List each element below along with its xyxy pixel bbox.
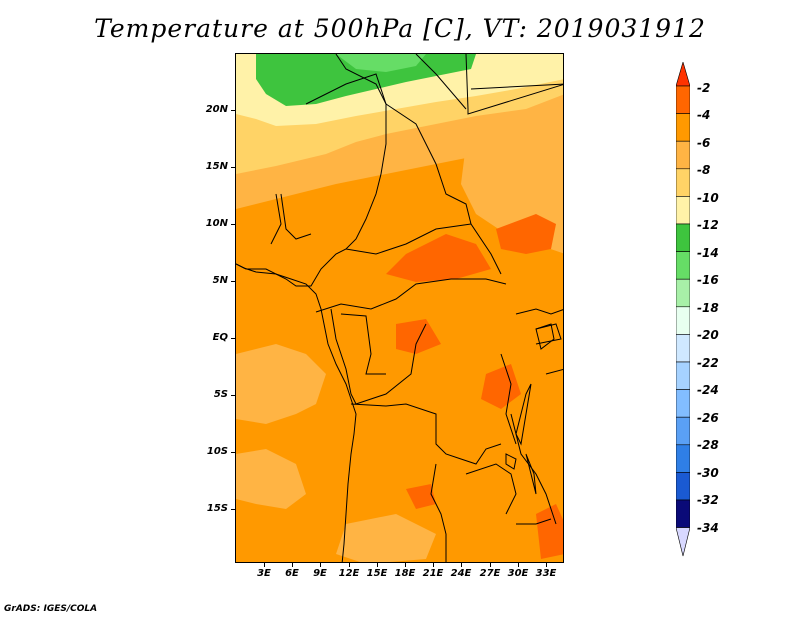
ytick-mark-20n (231, 110, 235, 111)
xtick-mark-33e (546, 563, 547, 567)
cbar-label-minus-28: -28 (697, 438, 719, 452)
xtick-15e: 15E (366, 568, 388, 579)
cbar-label-minus-12: -12 (697, 218, 719, 232)
colorbar-seg-minus-8 (676, 140, 690, 170)
chart-title: Temperature at 500hPa [C], VT: 201903191… (94, 14, 706, 43)
xtick-18e: 18E (394, 568, 416, 579)
cbar-label-minus-6: -6 (697, 136, 711, 150)
cbar-label-minus-26: -26 (697, 411, 719, 425)
cbar-label-minus-20: -20 (697, 328, 719, 342)
band-minus-4-2 (496, 214, 556, 254)
ytick-15n: 15N (205, 161, 228, 172)
colorbar-seg-minus-32 (676, 472, 690, 501)
band-minus-4-4 (481, 364, 521, 409)
temperature-map (235, 53, 564, 563)
coastline (236, 263, 357, 562)
colorbar-bottom-arrow (676, 527, 690, 557)
xtick-9e: 9E (313, 568, 327, 579)
map-canvas (236, 54, 563, 562)
band-minus-4-6 (406, 484, 436, 509)
xtick-mark-21e (433, 563, 434, 567)
xtick-6e: 6E (285, 568, 299, 579)
xtick-21e: 21E (422, 568, 444, 579)
colorbar-seg-minus-20 (676, 306, 690, 335)
cbar-label-minus-4: -4 (697, 108, 711, 122)
band-minus-4-1 (386, 234, 491, 282)
ytick-mark-15s (231, 509, 235, 510)
colorbar-top-arrow (676, 62, 690, 87)
cbar-label-minus-32: -32 (697, 493, 719, 507)
xtick-mark-12e (349, 563, 350, 567)
xtick-mark-27e (490, 563, 491, 567)
cbar-label-minus-22: -22 (697, 356, 719, 370)
xtick-mark-30e (518, 563, 519, 567)
colorbar-seg-minus-24 (676, 361, 690, 390)
band-minus-4-5 (536, 504, 563, 559)
ytick-10n: 10N (205, 218, 228, 229)
band-minus-8-south-2 (236, 449, 306, 509)
colorbar-seg-minus-16 (676, 251, 690, 280)
colorbar-seg-minus-18 (676, 278, 690, 308)
ytick-10s: 10S (206, 446, 228, 457)
cbar-label-minus-24: -24 (697, 383, 719, 397)
colorbar (676, 62, 690, 557)
ytick-mark-eq (231, 338, 235, 339)
xtick-33e: 33E (535, 568, 557, 579)
lakes (505, 323, 555, 495)
xtick-mark-18e (405, 563, 406, 567)
cbar-label-minus-34: -34 (697, 521, 719, 535)
ytick-eq: EQ (212, 332, 228, 343)
cbar-label-minus-30: -30 (697, 466, 719, 480)
ytick-mark-10s (231, 452, 235, 453)
xtick-mark-24e (461, 563, 462, 567)
cbar-label-minus-2: -2 (697, 81, 711, 95)
colorbar-seg-minus-14 (676, 223, 690, 252)
xtick-mark-3e (264, 563, 265, 567)
xtick-24e: 24E (450, 568, 472, 579)
cbar-label-minus-18: -18 (697, 301, 719, 315)
xtick-27e: 27E (479, 568, 501, 579)
ytick-mark-15n (231, 167, 235, 168)
band-minus-8-south-1 (236, 344, 326, 424)
cbar-label-minus-14: -14 (697, 246, 719, 260)
country-borders (236, 54, 563, 562)
colorbar-seg-minus-34 (676, 499, 690, 528)
ytick-20n: 20N (205, 104, 228, 115)
cbar-label-minus-16: -16 (697, 273, 719, 287)
xtick-3e: 3E (257, 568, 271, 579)
xtick-30e: 30E (507, 568, 529, 579)
cbar-label-minus-8: -8 (697, 163, 711, 177)
colorbar-seg-minus-6 (676, 113, 690, 142)
cbar-label-minus-10: -10 (697, 191, 719, 205)
band-minus-6-south (336, 514, 436, 562)
ytick-15s: 15S (206, 503, 228, 514)
colorbar-seg-minus-12 (676, 196, 690, 225)
ytick-mark-10n (231, 224, 235, 225)
xtick-mark-6e (292, 563, 293, 567)
ytick-mark-5n (231, 281, 235, 282)
colorbar-seg-minus-4 (676, 85, 690, 114)
band-minus-14b (336, 54, 426, 72)
band-minus-4-3 (396, 319, 441, 354)
xtick-mark-15e (377, 563, 378, 567)
ytick-5s: 5S (213, 389, 228, 400)
colorbar-seg-minus-26 (676, 389, 690, 418)
ytick-mark-5s (231, 395, 235, 396)
colorbar-seg-minus-22 (676, 334, 690, 363)
xtick-mark-9e (320, 563, 321, 567)
band-minus-14 (256, 54, 476, 106)
xtick-12e: 12E (338, 568, 360, 579)
ytick-5n: 5N (212, 275, 228, 286)
colorbar-seg-minus-30 (676, 444, 690, 473)
footer-credit: GrADS: IGES/COLA (4, 604, 98, 614)
colorbar-seg-minus-28 (676, 416, 690, 446)
colorbar-seg-minus-10 (676, 168, 690, 197)
